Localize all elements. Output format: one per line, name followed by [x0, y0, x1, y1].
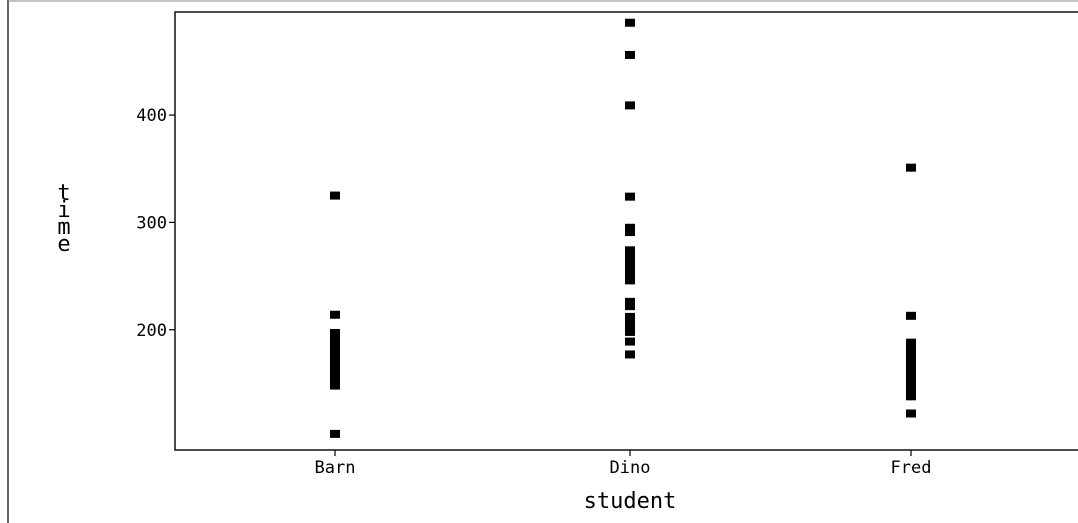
plot-area: [174, 11, 1078, 451]
point-barn: [330, 370, 340, 379]
point-barn: [330, 365, 340, 374]
point-fred: [906, 386, 916, 395]
point-dino: [625, 265, 635, 274]
point-barn: [330, 354, 340, 363]
point-fred: [906, 311, 916, 320]
point-dino: [625, 327, 635, 336]
point-dino: [625, 302, 635, 311]
point-dino: [625, 350, 635, 359]
point-barn: [330, 429, 340, 438]
point-dino: [625, 312, 635, 321]
point-fred: [906, 362, 916, 371]
point-dino: [625, 228, 635, 237]
point-dino: [625, 50, 635, 59]
y-tick-label: 400: [136, 106, 167, 126]
point-dino: [625, 271, 635, 280]
point-dino: [625, 323, 635, 332]
point-dino: [625, 246, 635, 255]
point-fred: [906, 371, 916, 380]
point-fred: [906, 409, 916, 418]
point-dino: [625, 318, 635, 327]
point-dino: [625, 18, 635, 27]
data-points: [330, 18, 916, 438]
point-barn: [330, 310, 340, 319]
point-barn: [330, 376, 340, 385]
x-axis-title: student: [584, 489, 677, 514]
x-tick-label: Barn: [315, 458, 356, 478]
point-dino: [625, 223, 635, 232]
x-axis: Barn Dino Fred: [315, 450, 932, 478]
point-dino: [625, 297, 635, 306]
point-barn: [330, 360, 340, 369]
point-dino: [625, 255, 635, 264]
point-barn: [330, 328, 340, 337]
y-axis: 200 300 400: [136, 106, 175, 341]
point-fred: [906, 348, 916, 357]
point-fred: [906, 377, 916, 386]
point-barn: [330, 333, 340, 342]
point-barn: [330, 349, 340, 358]
point-barn: [330, 344, 340, 353]
point-dino: [625, 192, 635, 201]
point-barn: [330, 338, 340, 347]
point-fred: [906, 163, 916, 172]
point-barn: [330, 381, 340, 390]
point-fred: [906, 357, 916, 366]
point-dino: [625, 261, 635, 270]
x-tick-label: Fred: [891, 458, 932, 478]
point-dino: [625, 101, 635, 110]
point-dino: [625, 337, 635, 346]
x-tick-label: Dino: [610, 458, 651, 478]
point-fred: [906, 338, 916, 347]
point-barn: [330, 191, 340, 200]
point-fred: [906, 342, 916, 351]
point-dino: [625, 251, 635, 260]
y-tick-label: 200: [136, 321, 167, 341]
point-dino: [625, 276, 635, 285]
point-fred: [906, 367, 916, 376]
y-tick-label: 300: [136, 213, 167, 233]
point-fred: [906, 352, 916, 361]
point-fred: [906, 392, 916, 401]
point-fred: [906, 381, 916, 390]
